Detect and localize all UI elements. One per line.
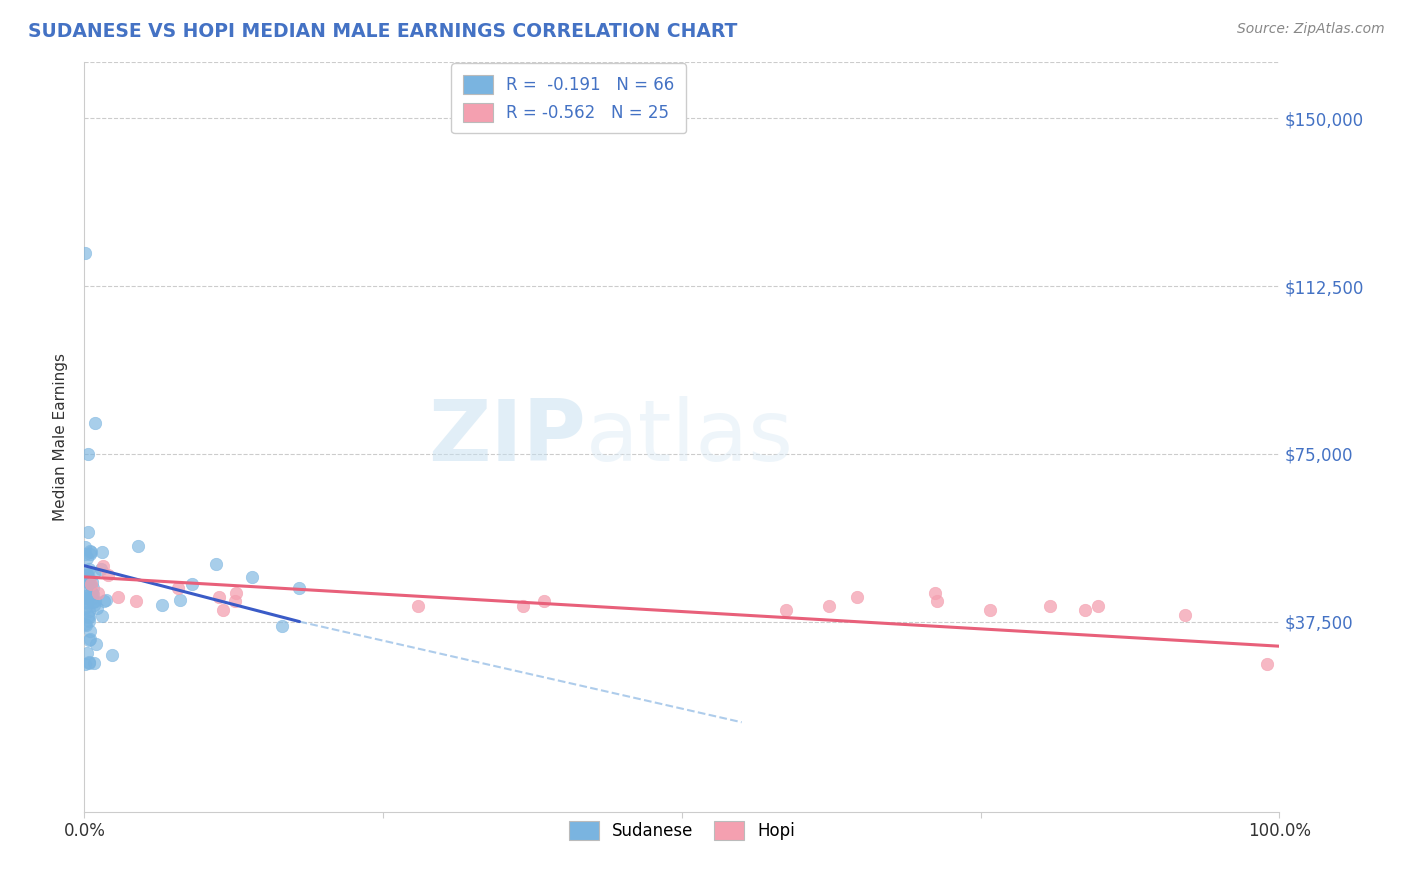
Point: [76, 567, 98, 582]
Point: [79, 547, 101, 561]
Point: [76, 588, 98, 602]
Point: [79, 576, 101, 591]
Point: [127, 540, 149, 554]
Y-axis label: Median Male Earnings: Median Male Earnings: [53, 353, 69, 521]
Point: [83, 598, 105, 612]
Point: [1039, 599, 1062, 613]
Point: [77, 604, 100, 618]
Point: [100, 648, 122, 663]
Point: [270, 618, 292, 632]
Point: [288, 581, 311, 595]
Point: [87, 585, 110, 599]
Point: [75, 617, 97, 632]
Point: [77, 608, 100, 623]
Point: [97, 567, 120, 582]
Point: [94, 593, 117, 607]
Point: [76, 588, 98, 602]
Point: [107, 590, 129, 604]
Text: ZIP: ZIP: [429, 395, 586, 479]
Point: [75, 582, 97, 597]
Point: [77, 610, 100, 624]
Point: [817, 599, 839, 613]
Point: [76, 646, 98, 660]
Point: [77, 447, 100, 461]
Point: [84, 416, 107, 430]
Point: [77, 575, 100, 590]
Point: [1173, 607, 1195, 622]
Point: [512, 599, 534, 613]
Point: [169, 593, 191, 607]
Point: [73, 547, 96, 561]
Point: [150, 598, 173, 612]
Point: [79, 624, 101, 639]
Point: [79, 655, 101, 669]
Point: [82, 582, 104, 596]
Point: [93, 558, 115, 573]
Point: [82, 595, 104, 609]
Point: [83, 593, 105, 607]
Point: [73, 245, 96, 260]
Point: [84, 637, 107, 651]
Point: [533, 594, 555, 608]
Point: [1074, 603, 1097, 617]
Point: [775, 603, 797, 617]
Point: [181, 577, 204, 591]
Point: [75, 591, 97, 606]
Point: [90, 545, 112, 559]
Point: [77, 614, 100, 628]
Legend: Sudanese, Hopi: Sudanese, Hopi: [561, 813, 803, 848]
Point: [90, 609, 112, 624]
Point: [845, 590, 868, 604]
Point: [75, 568, 97, 582]
Point: [212, 603, 235, 617]
Point: [1256, 657, 1278, 672]
Point: [224, 594, 246, 608]
Text: atlas: atlas: [586, 395, 794, 479]
Point: [76, 567, 98, 582]
Point: [76, 550, 98, 565]
Point: [924, 585, 946, 599]
Point: [93, 593, 115, 607]
Point: [76, 596, 98, 610]
Point: [75, 595, 97, 609]
Point: [79, 544, 101, 558]
Point: [82, 587, 104, 601]
Point: [76, 574, 98, 589]
Point: [77, 571, 100, 585]
Point: [80, 586, 103, 600]
Point: [240, 570, 263, 584]
Point: [208, 590, 231, 604]
Point: [166, 581, 188, 595]
Point: [77, 524, 100, 539]
Point: [80, 574, 103, 589]
Point: [124, 594, 146, 608]
Text: Source: ZipAtlas.com: Source: ZipAtlas.com: [1237, 22, 1385, 37]
Point: [73, 540, 96, 554]
Text: SUDANESE VS HOPI MEDIAN MALE EARNINGS CORRELATION CHART: SUDANESE VS HOPI MEDIAN MALE EARNINGS CO…: [28, 22, 738, 41]
Point: [77, 633, 100, 648]
Point: [77, 561, 100, 575]
Point: [83, 566, 105, 580]
Point: [73, 617, 96, 632]
Point: [205, 557, 228, 571]
Point: [80, 545, 103, 559]
Point: [225, 585, 247, 599]
Point: [979, 603, 1001, 617]
Point: [82, 591, 104, 605]
Point: [80, 576, 103, 591]
Point: [83, 656, 105, 670]
Point: [73, 657, 96, 671]
Point: [406, 599, 429, 613]
Point: [86, 601, 108, 615]
Point: [79, 656, 101, 670]
Point: [77, 573, 100, 587]
Point: [79, 632, 101, 646]
Point: [90, 562, 112, 576]
Point: [76, 591, 98, 605]
Point: [73, 600, 96, 615]
Point: [1087, 599, 1109, 613]
Point: [927, 594, 949, 608]
